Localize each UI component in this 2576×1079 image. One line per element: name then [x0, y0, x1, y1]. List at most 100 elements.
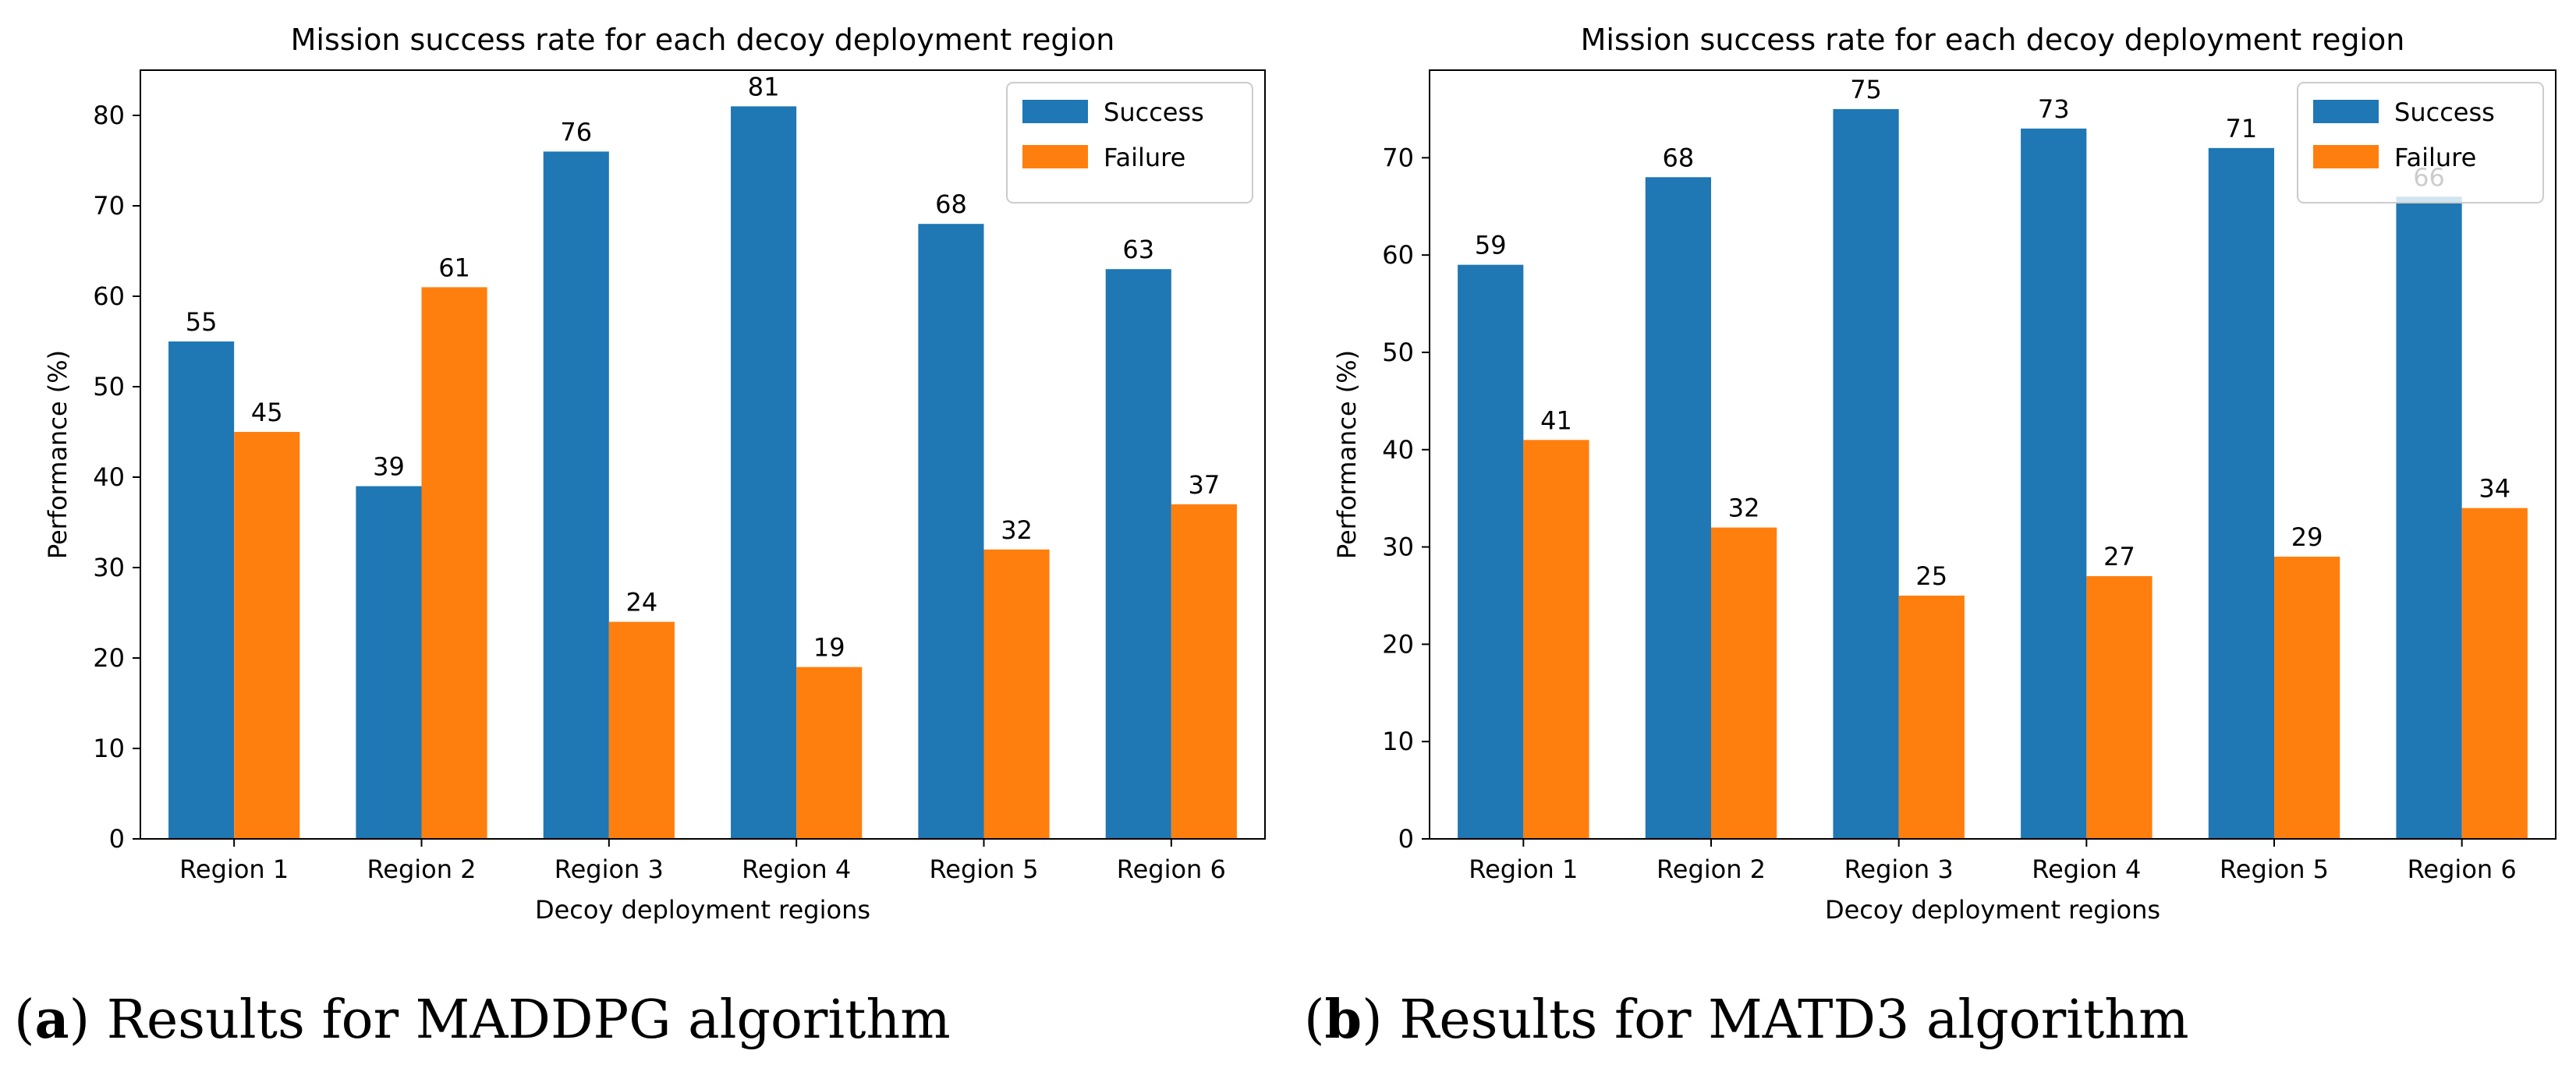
- chart-b-data-label: 75: [1850, 75, 1882, 104]
- chart-b-plot-frame: [1429, 69, 2557, 840]
- chart-b-legend-swatch-success: [2313, 100, 2379, 123]
- chart-a-x-tick-label: Region 1: [179, 854, 289, 884]
- chart-a-bar-failure-3: [608, 621, 675, 839]
- chart-b-bar-failure-2: [1711, 527, 1777, 839]
- caption-b-text: ) Results for MATD3 algorithm: [1362, 989, 2189, 1051]
- chart-a-bar-success-3: [543, 151, 609, 839]
- chart-b-x-tick-label: Region 2: [1657, 854, 1766, 884]
- chart-a-y-tick-label: 20: [93, 643, 125, 673]
- chart-a-bar-failure-4: [796, 667, 863, 839]
- caption-a-text: ) Results for MADDPG algorithm: [69, 989, 951, 1051]
- caption-a-open: (: [14, 989, 35, 1051]
- chart-a-data-label: 19: [813, 633, 845, 663]
- chart-b-legend-label-failure: Failure: [2394, 143, 2476, 172]
- chart-b-x-tick-label: Region 4: [2032, 854, 2141, 884]
- chart-a-data-label: 68: [935, 189, 967, 219]
- caption-b: (b) Results for MATD3 algorithm: [1304, 989, 2189, 1051]
- chart-b-data-label: 34: [2479, 474, 2510, 504]
- chart-a-x-tick-label: Region 4: [742, 854, 851, 884]
- chart-b-y-tick-label: 60: [1382, 240, 1414, 270]
- chart-a-bar-success-2: [356, 486, 422, 839]
- chart-b-bar-failure-3: [1898, 595, 1965, 839]
- chart-b-bar-success-3: [1833, 108, 1899, 839]
- caption-b-open: (: [1304, 989, 1325, 1051]
- chart-b-bar-failure-5: [2274, 557, 2340, 839]
- chart-a-y-tick-label: 60: [93, 281, 125, 311]
- chart-b-y-tick-label: 70: [1382, 143, 1414, 172]
- chart-panel-b: 596875737166413225272934010203040506070R…: [1287, 0, 2574, 1079]
- chart-a-x-tick-label: Region 5: [929, 854, 1038, 884]
- chart-a-y-tick-label: 0: [109, 824, 125, 854]
- chart-a-bar-success-4: [731, 106, 797, 839]
- caption-b-label: b: [1324, 989, 1362, 1051]
- chart-a-y-tick-label: 70: [93, 191, 125, 221]
- chart-a-data-label: 39: [373, 452, 405, 482]
- chart-a-bar-failure-1: [234, 432, 300, 839]
- chart-panel-a: 55 39 76 81 68 63 45 61 24 19 32 37 0 10 20 30 40 50 60 70 8…: [0, 0, 1287, 1079]
- chart-a-title: Mission success rate for each decoy depl…: [291, 23, 1115, 57]
- chart-b-y-axis-label: Performance (%): [1332, 350, 1362, 559]
- chart-a-legend-swatch-success: [1022, 100, 1088, 123]
- chart-b-bar-success-6: [2396, 196, 2462, 839]
- chart-a-svg: 55 39 76 81 68 63 45 61 24 19 32 37 0 10 20 30 40 50 60 70 8…: [43, 23, 1266, 925]
- chart-a-y-tick-label: 10: [93, 734, 125, 763]
- chart-a-data-label: 55: [186, 307, 218, 337]
- chart-a-data-label: 32: [1001, 515, 1033, 545]
- chart-a-data-label: 76: [560, 117, 592, 147]
- chart-b-x-tick-label: Region 5: [2220, 854, 2329, 884]
- chart-b-bar-success-1: [1458, 264, 1524, 839]
- chart-b-bar-success-4: [2021, 128, 2087, 839]
- chart-b-bar-failure-1: [1523, 440, 1589, 839]
- chart-a-data-label: 45: [251, 398, 283, 427]
- chart-a-x-tick-label: Region 6: [1117, 854, 1226, 884]
- chart-b-y-tick-label: 20: [1382, 629, 1414, 659]
- chart-b-data-label: 73: [2038, 94, 2070, 124]
- chart-b-x-tick-label: Region 6: [2408, 854, 2517, 884]
- chart-b-data-label: 41: [1540, 405, 1572, 435]
- chart-a-bar-failure-5: [983, 549, 1050, 839]
- chart-b-data-label: 25: [1915, 561, 1947, 591]
- chart-b-bar-failure-6: [2461, 508, 2528, 839]
- chart-b-bar-failure-4: [2086, 576, 2153, 839]
- chart-b-x-tick-label: Region 3: [1844, 854, 1954, 884]
- chart-b-x-axis-label: Decoy deployment regions: [1825, 895, 2160, 925]
- chart-a-legend-label-failure: Failure: [1104, 143, 1185, 172]
- chart-a-x-tick-label: Region 2: [367, 854, 476, 884]
- caption-a: (a) Results for MADDPG algorithm: [14, 989, 951, 1051]
- chart-a-x-tick-label: Region 3: [555, 854, 664, 884]
- chart-a-data-label: 61: [438, 253, 470, 282]
- chart-b-x-tick-label: Region 1: [1469, 854, 1578, 884]
- chart-b-y-tick-label: 0: [1398, 824, 1414, 854]
- chart-b-title: Mission success rate for each decoy depl…: [1581, 23, 2405, 57]
- chart-a-y-tick-label: 40: [93, 462, 125, 492]
- chart-b-y-tick-label: 50: [1382, 338, 1414, 367]
- chart-a-data-label: 24: [626, 588, 658, 617]
- chart-b-data-label: 59: [1475, 231, 1507, 260]
- chart-b-data-label: 68: [1663, 143, 1695, 172]
- chart-b-data-label: 71: [2226, 114, 2258, 143]
- chart-a-plot-frame: [140, 69, 1266, 840]
- caption-a-label: a: [34, 989, 69, 1051]
- chart-a-bar-success-5: [918, 224, 984, 839]
- chart-a-y-tick-label: 50: [93, 372, 125, 402]
- chart-a-bar-failure-6: [1171, 504, 1237, 839]
- chart-b-svg: 596875737166413225272934010203040506070R…: [1332, 23, 2557, 925]
- chart-b-legend-swatch-failure: [2313, 145, 2379, 168]
- chart-b-data-label: 27: [2103, 542, 2135, 571]
- chart-a-legend-swatch-failure: [1022, 145, 1088, 168]
- chart-b-bar-success-5: [2208, 147, 2274, 840]
- chart-a-x-axis-label: Decoy deployment regions: [535, 895, 870, 925]
- chart-b-y-tick-label: 10: [1382, 727, 1414, 756]
- chart-a-bar-failure-2: [421, 287, 487, 839]
- chart-a-y-tick-label: 30: [93, 553, 125, 582]
- chart-a-data-label: 81: [748, 72, 780, 101]
- chart-a-data-label: 63: [1122, 235, 1154, 264]
- chart-a-data-label: 37: [1189, 470, 1221, 500]
- chart-b-data-label: 29: [2291, 522, 2323, 552]
- chart-a-bar-success-6: [1105, 269, 1171, 839]
- chart-b-legend-label-success: Success: [2394, 97, 2495, 127]
- chart-b-y-tick-label: 30: [1382, 532, 1414, 562]
- chart-a-bar-success-1: [168, 341, 235, 839]
- chart-a-legend-label-success: Success: [1104, 97, 1204, 127]
- chart-a-y-axis-label: Performance (%): [43, 350, 73, 559]
